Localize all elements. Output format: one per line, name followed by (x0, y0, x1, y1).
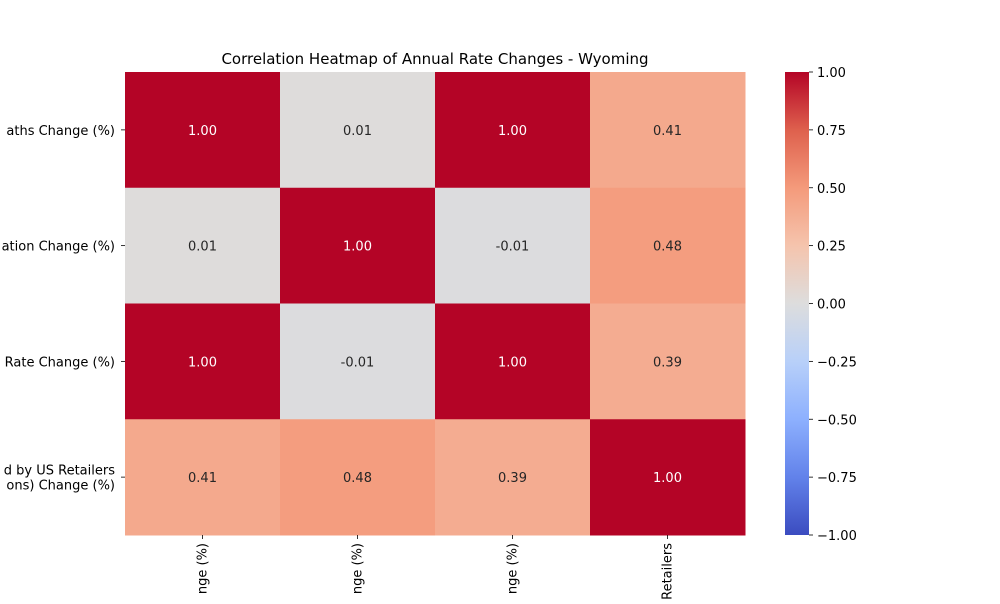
cell-value-label-r0-c1: 0.01 (343, 124, 372, 139)
colorbar-tick-label: 0.50 (817, 182, 846, 197)
row-label: ation Change (%) (2, 240, 115, 255)
column-label: nge (%) (196, 543, 211, 594)
row-label: aths Change (%) (6, 124, 115, 139)
chart-title: Correlation Heatmap of Annual Rate Chang… (221, 50, 648, 68)
cell-value-label-r3-c0: 0.41 (188, 471, 217, 486)
heatmap-cells (125, 72, 746, 536)
heatmap-cell-r2-c3 (590, 303, 746, 420)
heatmap-cell-r0-c0 (125, 72, 281, 189)
cell-value-label-r1-c0: 0.01 (188, 240, 217, 255)
heatmap-cell-r3-c1 (280, 419, 436, 536)
heatmap-cell-r1-c2 (435, 187, 591, 304)
cell-value-label-r2-c2: 1.00 (498, 355, 527, 370)
row-label: ons) Change (%) (6, 479, 115, 494)
heatmap-cell-r1-c0 (125, 187, 281, 304)
colorbar-tick-label: −0.25 (817, 355, 857, 370)
column-label: Retailers (661, 543, 676, 600)
heatmap-cell-r3-c2 (435, 419, 591, 536)
cell-value-label-r3-c2: 0.39 (498, 471, 527, 486)
heatmap-cell-r3-c3 (590, 419, 746, 536)
row-label: Rate Change (%) (5, 355, 115, 370)
colorbar-tick-label: −0.75 (817, 471, 857, 486)
colorbar (785, 72, 809, 535)
colorbar-tick-label: −1.00 (817, 529, 857, 544)
cell-value-label-r1-c3: 0.48 (653, 240, 682, 255)
heatmap-cell-r0-c3 (590, 72, 746, 189)
cell-value-label-r0-c2: 1.00 (498, 124, 527, 139)
heatmap-cell-r0-c1 (280, 72, 436, 189)
heatmap-cell-r2-c0 (125, 303, 281, 420)
row-tick-labels: aths Change (%) ation Change (%) Rate Chan… (2, 124, 125, 494)
cell-value-label-r0-c3: 0.41 (653, 124, 682, 139)
colorbar-tick-labels: 1.00 0.75 0.50 0.25 0.00 −0.25 −0.50 −0.75 −1.00 (809, 66, 857, 544)
cell-value-label-r2-c0: 1.00 (188, 355, 217, 370)
colorbar-tick-label: 0.25 (817, 240, 846, 255)
column-tick-labels: nge (%) nge (%) nge (%) Retailers (196, 535, 676, 600)
heatmap-cell-r2-c2 (435, 303, 591, 420)
colorbar-tick-label: −0.50 (817, 413, 857, 428)
heatmap-cell-r1-c1 (280, 187, 436, 304)
column-label: nge (%) (351, 543, 366, 594)
heatmap-cell-r1-c3 (590, 187, 746, 304)
colorbar-tick-label: 0.00 (817, 298, 846, 313)
cell-value-label-r1-c1: 1.00 (343, 240, 372, 255)
heatmap-cell-r0-c2 (435, 72, 591, 189)
heatmap-cell-labels: 1.00 0.01 1.00 0.41 0.01 1.00 -0.01 0.48 1.00 -0.… (188, 124, 682, 486)
cell-value-label-r1-c2: -0.01 (496, 240, 530, 255)
row-label: d by US Retailers (4, 464, 115, 479)
cell-value-label-r3-c3: 1.00 (653, 471, 682, 486)
cell-value-label-r0-c0: 1.00 (188, 124, 217, 139)
column-label: nge (%) (506, 543, 521, 594)
cell-value-label-r2-c3: 0.39 (653, 355, 682, 370)
colorbar-tick-label: 1.00 (817, 66, 846, 81)
cell-value-label-r2-c1: -0.01 (341, 355, 375, 370)
heatmap-cell-r3-c0 (125, 419, 281, 536)
cell-value-label-r3-c1: 0.48 (343, 471, 372, 486)
heatmap-cell-r2-c1 (280, 303, 436, 420)
colorbar-tick-label: 0.75 (817, 124, 846, 139)
